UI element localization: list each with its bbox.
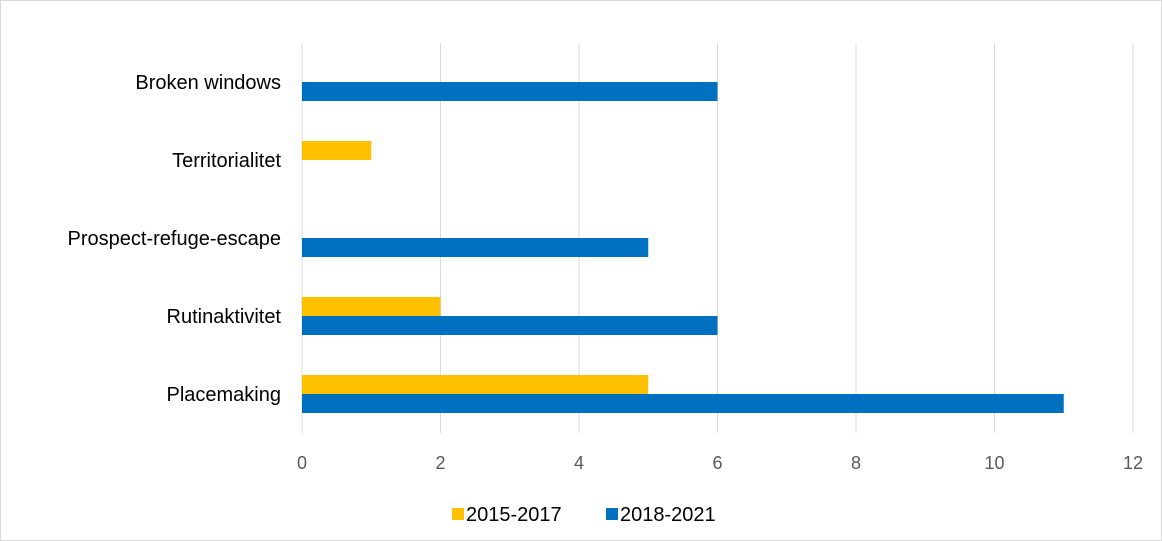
- x-axis-tick-labels: 0 2 4 6 8 10 12: [297, 453, 1143, 473]
- bar-2015-2017: [302, 141, 372, 160]
- legend: 2015-2017 2018-2021: [452, 504, 716, 526]
- x-tick-label: 4: [574, 453, 584, 473]
- x-tick-label: 10: [984, 453, 1004, 473]
- legend-label: 2015-2017: [466, 504, 562, 526]
- bar-2015-2017: [302, 375, 649, 394]
- x-tick-label: 0: [297, 453, 307, 473]
- bar-2015-2017: [302, 297, 441, 316]
- legend-swatch: [606, 508, 618, 520]
- bar-2018-2021: [302, 82, 718, 101]
- x-tick-label: 2: [435, 453, 445, 473]
- bar-2018-2021: [302, 316, 718, 335]
- category-label: Prospect-refuge-escape: [68, 228, 281, 250]
- x-tick-label: 6: [712, 453, 722, 473]
- legend-swatch: [452, 508, 464, 520]
- bars: [302, 82, 1064, 413]
- bar-2018-2021: [302, 238, 649, 257]
- category-label: Placemaking: [166, 384, 281, 406]
- category-label: Broken windows: [135, 72, 281, 94]
- category-label: Territorialitet: [172, 150, 281, 172]
- x-tick-label: 8: [851, 453, 861, 473]
- legend-label: 2018-2021: [620, 504, 716, 526]
- bar-2018-2021: [302, 394, 1064, 413]
- category-labels: Broken windows Territorialitet Prospect-re…: [68, 72, 282, 406]
- category-label: Rutinaktivitet: [167, 306, 282, 328]
- x-tick-label: 12: [1123, 453, 1143, 473]
